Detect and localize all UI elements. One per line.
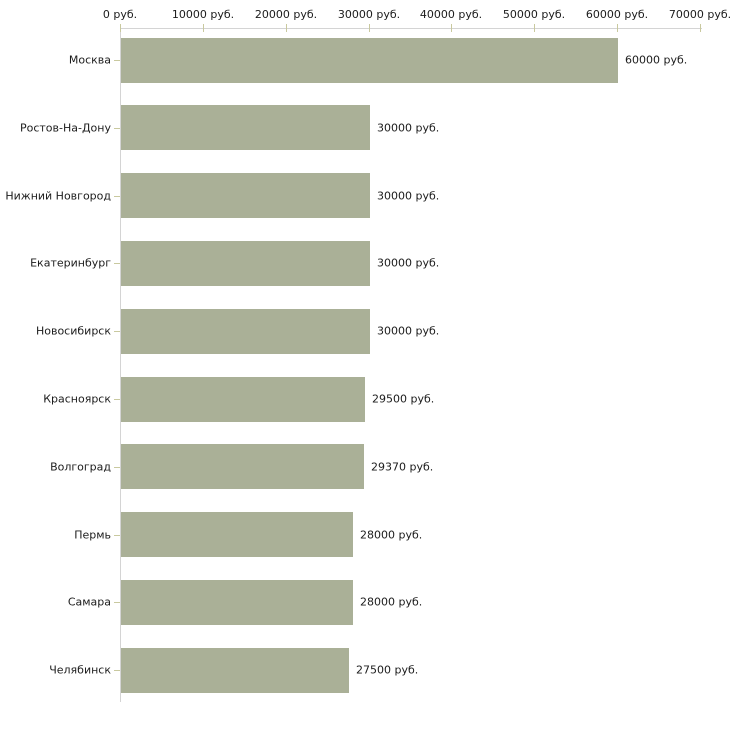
x-axis-tick <box>700 24 701 32</box>
bar <box>121 105 370 150</box>
value-label: 28000 руб. <box>360 528 423 542</box>
bar <box>121 38 618 83</box>
category-label: Красноярск <box>43 392 111 406</box>
category-label: Нижний Новгород <box>5 189 111 203</box>
y-axis-tick <box>114 670 120 671</box>
value-label: 30000 руб. <box>377 256 440 270</box>
y-axis-line <box>120 28 121 702</box>
x-axis-tick <box>617 24 618 32</box>
value-label: 30000 руб. <box>377 324 440 338</box>
y-axis-tick <box>114 467 120 468</box>
category-label: Новосибирск <box>35 324 111 338</box>
y-axis-tick <box>114 196 120 197</box>
value-label: 60000 руб. <box>625 53 688 67</box>
y-axis-tick <box>114 128 120 129</box>
x-axis-tick-label: 50000 руб. <box>502 8 566 21</box>
x-axis-tick <box>369 24 370 32</box>
value-label: 28000 руб. <box>360 595 423 609</box>
y-axis-tick <box>114 60 120 61</box>
x-axis-tick-label: 60000 руб. <box>585 8 649 21</box>
x-axis-tick <box>451 24 452 32</box>
category-label: Самара <box>67 595 111 609</box>
bar <box>121 580 353 625</box>
x-axis-tick <box>286 24 287 32</box>
x-axis-tick <box>203 24 204 32</box>
bar <box>121 309 370 354</box>
x-axis-tick-label: 10000 руб. <box>171 8 235 21</box>
y-axis-tick <box>114 331 120 332</box>
value-label: 29500 руб. <box>372 392 435 406</box>
y-axis-tick <box>114 399 120 400</box>
x-axis-tick-label: 40000 руб. <box>419 8 483 21</box>
x-axis-line <box>120 28 702 29</box>
bar <box>121 444 364 489</box>
x-axis-tick-label: 70000 руб. <box>668 8 730 21</box>
value-label: 30000 руб. <box>377 189 440 203</box>
y-axis-tick <box>114 602 120 603</box>
x-axis-tick <box>534 24 535 32</box>
value-label: 27500 руб. <box>356 663 419 677</box>
x-axis-tick <box>120 24 121 32</box>
category-label: Москва <box>68 53 111 67</box>
category-label: Челябинск <box>49 663 111 677</box>
y-axis-tick <box>114 535 120 536</box>
y-axis-tick <box>114 263 120 264</box>
bar <box>121 173 370 218</box>
category-label: Пермь <box>74 528 111 542</box>
x-axis-tick-label: 20000 руб. <box>254 8 318 21</box>
value-label: 30000 руб. <box>377 121 440 135</box>
bar <box>121 512 353 557</box>
bar <box>121 377 365 422</box>
bar <box>121 241 370 286</box>
bar <box>121 648 349 693</box>
x-axis-tick-label: 30000 руб. <box>337 8 401 21</box>
category-label: Волгоград <box>50 460 111 474</box>
category-label: Ростов-На-Дону <box>19 121 111 135</box>
value-label: 29370 руб. <box>371 460 434 474</box>
x-axis-tick-label: 0 руб. <box>102 8 138 21</box>
category-label: Екатеринбург <box>30 256 111 270</box>
